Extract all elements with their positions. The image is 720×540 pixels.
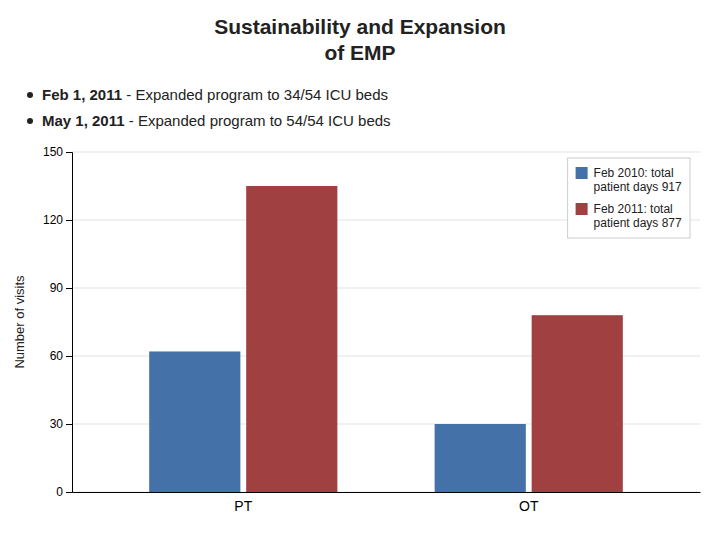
legend-swatch — [576, 167, 588, 179]
tick-label: 60 — [50, 349, 64, 363]
bar — [246, 186, 337, 492]
tick-label: 0 — [56, 485, 63, 499]
bar — [149, 351, 240, 492]
grid-line — [72, 288, 700, 289]
title-line: Sustainability and Expansion — [214, 15, 506, 38]
tick-mark — [66, 356, 72, 357]
y-axis-label: Number of visits — [12, 275, 27, 369]
tick-mark — [66, 220, 72, 221]
bullet-dot — [27, 118, 33, 124]
legend-label-line: patient days 917 — [594, 180, 682, 194]
legend-box — [568, 158, 690, 238]
annotation-part: May 1, 2011 — [42, 112, 125, 129]
bar-series — [246, 186, 623, 492]
y-tick: 150 — [43, 145, 72, 159]
chart-container: Sustainability and Expansion of EMP Feb 1,… — [0, 0, 720, 540]
annotation: Feb 1, 2011 - Expanded program to 34/54 … — [42, 86, 388, 103]
bar — [532, 315, 623, 492]
tick-mark — [66, 424, 72, 425]
grid — [72, 152, 700, 492]
tick-mark — [66, 152, 72, 153]
bar — [435, 424, 526, 492]
tick-mark — [66, 288, 72, 289]
annotation-part: - Expanded program to 34/54 ICU beds — [122, 86, 388, 103]
annotation-part: - Expanded program to 54/54 ICU beds — [125, 112, 391, 129]
bar-series — [149, 351, 526, 492]
x-axis: PT OT — [73, 493, 701, 514]
annotation: May 1, 2011 - Expanded program to 54/54 … — [42, 112, 391, 129]
y-tick: 90 — [50, 281, 72, 295]
legend-label-line: patient days 877 — [594, 216, 682, 230]
tick-label: OT — [519, 498, 539, 514]
legend-label: Feb 2010: totalpatient days 917 — [594, 166, 682, 194]
bars — [149, 186, 623, 492]
legend-entries: Feb 2010: totalpatient days 917 Feb 2011:… — [576, 166, 682, 230]
title-line: of EMP — [324, 41, 395, 64]
y-tick: 120 — [43, 213, 72, 227]
tick-mark — [66, 492, 72, 493]
legend-label-line: Feb 2011: total — [594, 202, 673, 216]
legend-entry: Feb 2011: totalpatient days 877 — [576, 202, 682, 230]
legend-entry: Feb 2010: totalpatient days 917 — [576, 166, 682, 194]
tick-label: 150 — [43, 145, 63, 159]
tick-label: 120 — [43, 213, 63, 227]
legend-swatch — [576, 203, 588, 215]
annotation-part: Feb 1, 2011 — [42, 86, 122, 103]
axis-domain — [73, 492, 701, 493]
grid-line — [72, 152, 700, 153]
tick-label: PT — [234, 498, 252, 514]
x-tick: OT — [519, 498, 539, 514]
bullet-dot — [27, 92, 33, 98]
legend: Feb 2010: totalpatient days 917 Feb 2011:… — [568, 158, 690, 238]
y-tick: 30 — [50, 417, 72, 431]
tick-label: 90 — [50, 281, 64, 295]
legend-label: Feb 2011: totalpatient days 877 — [594, 202, 682, 230]
chart-title: Sustainability and Expansion of EMP — [214, 15, 506, 64]
chart-svg: Sustainability and Expansion of EMP Feb 1,… — [0, 0, 720, 540]
y-tick: 0 — [56, 485, 72, 499]
tick-label: 30 — [50, 417, 64, 431]
x-tick: PT — [234, 498, 252, 514]
axis-domain — [66, 153, 73, 493]
y-axis: 0 30 60 90 120 150 — [43, 145, 73, 499]
y-tick: 60 — [50, 349, 72, 363]
legend-label-line: Feb 2010: total — [594, 166, 674, 180]
